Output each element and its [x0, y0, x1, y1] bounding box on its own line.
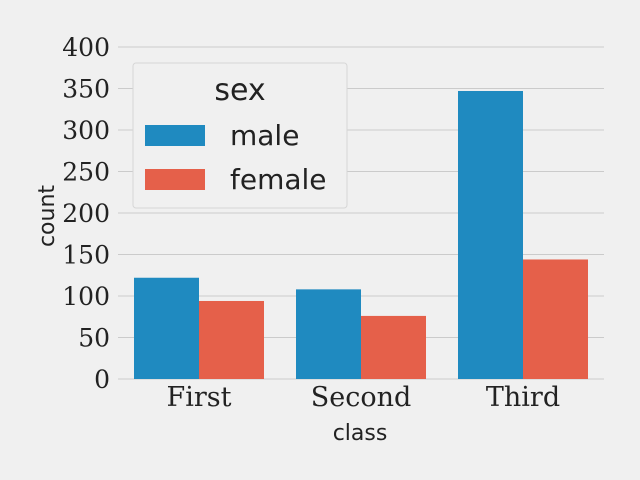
- y-tick-label: 100: [62, 282, 110, 311]
- y-tick-label: 350: [62, 75, 110, 104]
- bar-third-female: [523, 259, 588, 379]
- y-tick-labels: 0 50 100 150 200 250 300 350 400: [62, 33, 110, 394]
- x-tick-label-third: Third: [486, 382, 560, 413]
- legend: sex male female: [132, 62, 348, 209]
- x-axis-label: class: [333, 421, 388, 446]
- y-tick-label: 150: [62, 241, 110, 270]
- legend-label-female: female: [230, 163, 327, 196]
- x-tick-labels: First Second Third: [167, 382, 561, 413]
- bar-first-male: [134, 277, 199, 379]
- y-tick-label: 250: [62, 158, 110, 187]
- bars: [134, 90, 588, 380]
- y-tick-label: 200: [62, 199, 110, 228]
- legend-title: sex: [214, 73, 265, 108]
- y-tick-label: 0: [94, 365, 110, 394]
- x-tick-label-second: Second: [311, 382, 412, 413]
- legend-swatch-male: [145, 125, 205, 146]
- y-tick-label: 400: [62, 33, 110, 62]
- bar-third-male: [458, 90, 523, 380]
- bar-first-female: [199, 300, 264, 379]
- bar-second-male: [296, 289, 361, 379]
- bar-second-female: [361, 315, 426, 379]
- y-tick-label: 300: [62, 116, 110, 145]
- y-tick-label: 50: [78, 324, 110, 353]
- y-axis-label: count: [35, 185, 60, 247]
- legend-swatch-female: [145, 169, 205, 190]
- legend-label-male: male: [230, 119, 299, 152]
- x-tick-label-first: First: [167, 382, 232, 413]
